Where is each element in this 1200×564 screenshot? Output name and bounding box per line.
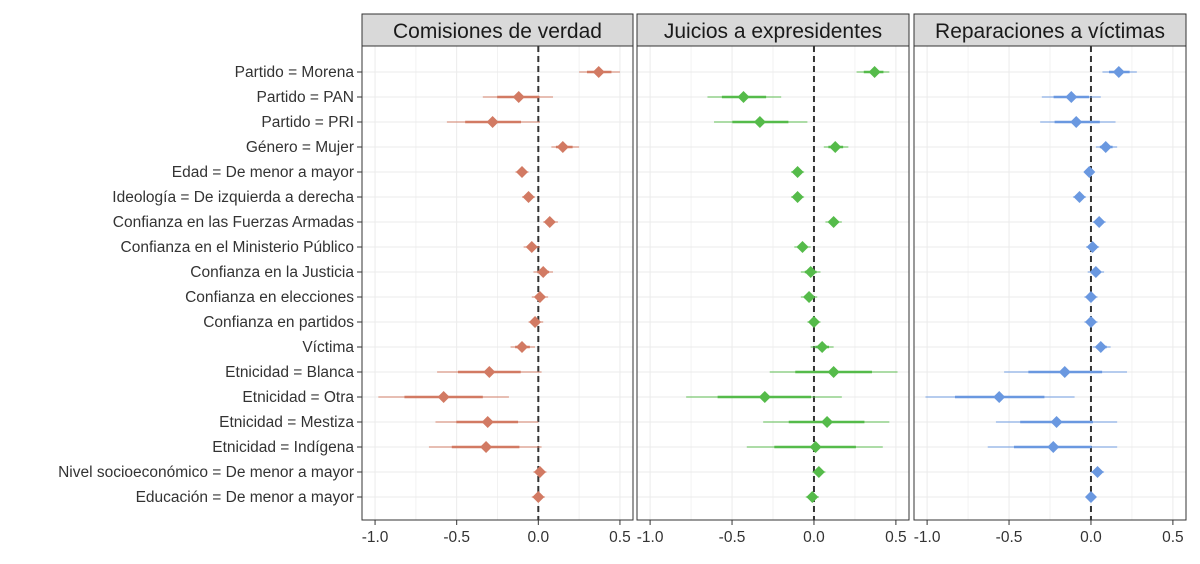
- row-label: Educación = De menor a mayor: [136, 489, 354, 506]
- estimate-point: [993, 391, 1006, 403]
- x-tick-label: -0.5: [996, 529, 1023, 546]
- row-label: Edad = De menor a mayor: [172, 164, 354, 181]
- estimate-point: [1084, 291, 1097, 303]
- estimate-point: [515, 341, 528, 353]
- estimate-point: [1058, 366, 1071, 378]
- estimate-point: [556, 141, 569, 153]
- x-tick-label: -1.0: [362, 529, 389, 546]
- facet-strip: [913, 13, 1187, 47]
- estimate-point: [480, 441, 493, 453]
- estimate-point: [816, 341, 829, 353]
- x-tick-label: 0.5: [609, 529, 631, 546]
- estimate-point: [525, 241, 538, 253]
- facet-strip: [636, 13, 910, 47]
- row-label: Confianza en elecciones: [185, 289, 354, 306]
- estimate-point: [1094, 341, 1107, 353]
- panel-border: [913, 45, 1187, 521]
- estimate-point: [804, 266, 817, 278]
- estimate-point: [1089, 266, 1102, 278]
- row-label: Etnicidad = Otra: [242, 389, 354, 406]
- estimate-point: [1073, 191, 1086, 203]
- estimate-point: [827, 366, 840, 378]
- estimate-point: [483, 366, 496, 378]
- estimate-point: [522, 191, 535, 203]
- x-tick-label: 0.0: [528, 529, 550, 546]
- x-tick-label: -0.5: [719, 529, 746, 546]
- x-tick-label: 0.5: [885, 529, 907, 546]
- x-tick-label: -0.5: [443, 529, 470, 546]
- row-label: Partido = PRI: [261, 114, 354, 131]
- row-label: Partido = PAN: [257, 89, 355, 106]
- estimate-point: [533, 466, 546, 478]
- estimate-point: [1050, 416, 1063, 428]
- row-label: Etnicidad = Indígena: [212, 439, 354, 456]
- estimate-point: [1084, 316, 1097, 328]
- estimate-point: [868, 66, 881, 78]
- estimate-point: [437, 391, 450, 403]
- x-tick-label: 0.0: [1080, 529, 1102, 546]
- estimate-point: [486, 116, 499, 128]
- estimate-point: [537, 266, 550, 278]
- estimate-point: [1070, 116, 1083, 128]
- row-label: Nivel socioeconómico = De menor a mayor: [58, 464, 354, 481]
- estimate-point: [807, 316, 820, 328]
- estimate-point: [737, 91, 750, 103]
- estimate-point: [1093, 216, 1106, 228]
- x-tick-label: -1.0: [914, 529, 941, 546]
- row-label: Víctima: [302, 339, 354, 356]
- estimate-point: [1047, 441, 1060, 453]
- row-label: Etnicidad = Blanca: [225, 364, 354, 381]
- facet-title: Juicios a expresidentes: [664, 20, 882, 43]
- estimate-point: [532, 491, 545, 503]
- estimate-point: [529, 316, 542, 328]
- estimate-point: [1112, 66, 1125, 78]
- row-label: Confianza en el Ministerio Público: [121, 239, 354, 256]
- estimate-point: [791, 166, 804, 178]
- estimate-point: [809, 441, 822, 453]
- estimate-point: [1065, 91, 1078, 103]
- row-label: Confianza en las Fuerzas Armadas: [113, 214, 354, 231]
- estimate-point: [827, 216, 840, 228]
- panel-border: [636, 45, 910, 521]
- row-label: Género = Mujer: [246, 139, 354, 156]
- estimate-point: [543, 216, 556, 228]
- estimate-point: [592, 66, 605, 78]
- estimate-point: [512, 91, 525, 103]
- estimate-point: [821, 416, 834, 428]
- x-tick-label: 0.0: [803, 529, 825, 546]
- row-label: Etnicidad = Mestiza: [219, 414, 354, 431]
- estimate-point: [753, 116, 766, 128]
- panel-border: [361, 45, 634, 521]
- estimate-point: [803, 291, 816, 303]
- estimate-point: [1084, 491, 1097, 503]
- estimate-point: [812, 466, 825, 478]
- row-label: Confianza en partidos: [203, 314, 354, 331]
- estimate-point: [1099, 141, 1112, 153]
- x-tick-label: -1.0: [637, 529, 664, 546]
- estimate-point: [791, 191, 804, 203]
- row-label: Partido = Morena: [235, 64, 355, 81]
- row-label: Ideología = De izquierda a derecha: [112, 189, 354, 206]
- facet-title: Comisiones de verdad: [393, 20, 602, 43]
- facet-title: Reparaciones a víctimas: [935, 20, 1165, 43]
- estimate-point: [1091, 466, 1104, 478]
- estimate-point: [829, 141, 842, 153]
- estimate-point: [796, 241, 809, 253]
- x-tick-label: 0.5: [1162, 529, 1184, 546]
- estimate-point: [515, 166, 528, 178]
- estimate-point: [806, 491, 819, 503]
- estimate-point: [758, 391, 771, 403]
- row-label: Confianza en la Justicia: [190, 264, 354, 281]
- estimate-point: [481, 416, 494, 428]
- estimate-point: [1083, 166, 1096, 178]
- estimate-point: [1086, 241, 1099, 253]
- estimate-point: [533, 291, 546, 303]
- facet-strip: [361, 13, 634, 47]
